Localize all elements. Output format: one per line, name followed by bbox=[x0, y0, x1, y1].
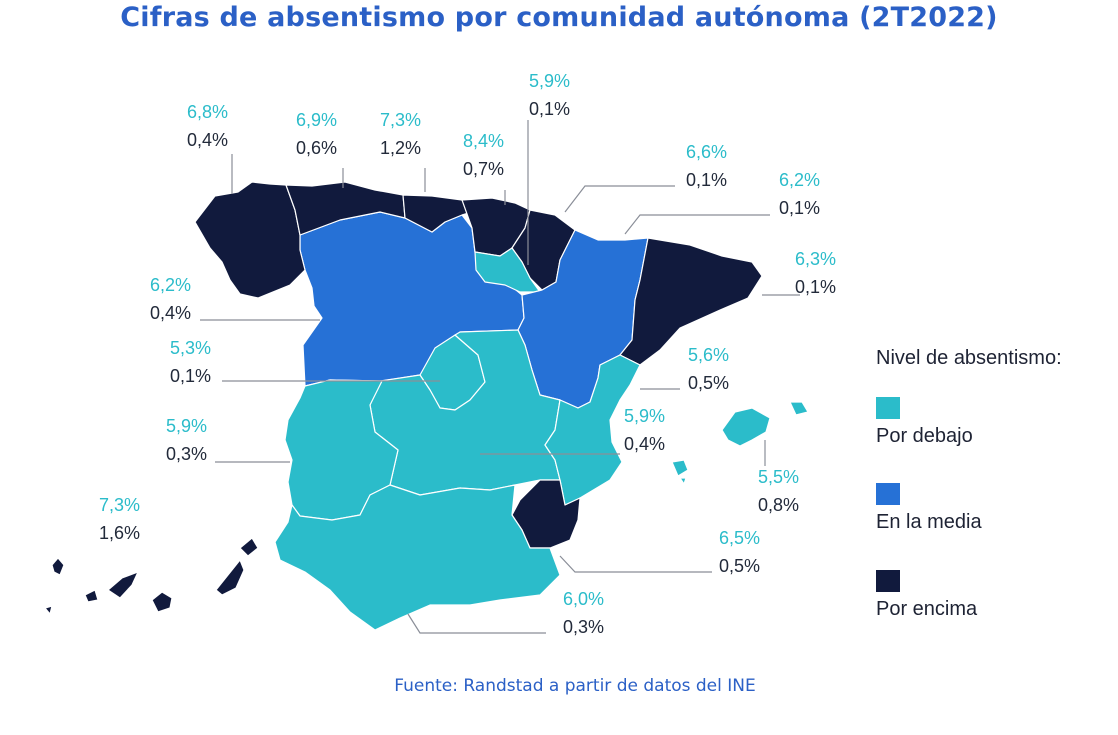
legend-label-below: Por debajo bbox=[876, 425, 973, 447]
label-cantabria: 7,3% 1,2% bbox=[380, 110, 422, 158]
label-madrid: 5,3% 0,1% bbox=[170, 338, 212, 386]
legend-item-average: En la media bbox=[876, 483, 982, 534]
legend-swatch-below bbox=[876, 397, 900, 419]
legend-swatch-above bbox=[876, 570, 900, 592]
label-galicia: 6,8% 0,4% bbox=[187, 102, 229, 150]
legend-item-above: Por encima bbox=[876, 570, 977, 621]
label-asturias: 6,9% 0,6% bbox=[296, 110, 338, 158]
label-canarias: 7,3% 1,6% bbox=[99, 495, 141, 543]
legend-label-above: Por encima bbox=[876, 598, 978, 620]
leader-andalucia bbox=[407, 613, 546, 634]
label-aragon: 6,2% 0,1% bbox=[779, 170, 821, 218]
region-andalucia[interactable] bbox=[274, 484, 561, 631]
region-galicia[interactable] bbox=[194, 181, 306, 299]
map-title: Cifras de absentismo por comunidad autón… bbox=[120, 2, 998, 33]
legend-item-below: Por debajo bbox=[876, 397, 973, 448]
region-murcia[interactable] bbox=[511, 479, 581, 549]
leader-murcia bbox=[559, 555, 712, 573]
label-pais-vasco: 8,4% 0,7% bbox=[463, 131, 505, 179]
label-castilla-leon: 6,2% 0,4% bbox=[150, 275, 192, 323]
leader-aragon bbox=[624, 214, 770, 235]
label-baleares: 5,5% 0,8% bbox=[758, 467, 800, 515]
region-cataluna[interactable] bbox=[619, 237, 763, 366]
label-la-rioja: 5,9% 0,1% bbox=[529, 71, 571, 119]
leader-navarra bbox=[564, 185, 675, 213]
label-comunidad-valenciana: 5,6% 0,5% bbox=[688, 345, 730, 393]
region-canarias[interactable] bbox=[44, 537, 259, 615]
region-baleares[interactable] bbox=[671, 401, 809, 485]
legend: Nivel de absentismo: Por debajo En la me… bbox=[876, 347, 1062, 620]
label-cataluna: 6,3% 0,1% bbox=[795, 249, 837, 297]
source-note: Fuente: Randstad a partir de datos del I… bbox=[394, 676, 756, 696]
region-cantabria[interactable] bbox=[402, 194, 473, 233]
label-extremadura: 5,9% 0,3% bbox=[166, 416, 208, 464]
label-navarra: 6,6% 0,1% bbox=[686, 142, 728, 190]
label-andalucia: 6,0% 0,3% bbox=[563, 589, 605, 637]
label-castilla-la-mancha: 5,9% 0,4% bbox=[624, 406, 666, 454]
legend-label-average: En la media bbox=[876, 511, 982, 533]
legend-title: Nivel de absentismo: bbox=[876, 347, 1062, 369]
legend-swatch-average bbox=[876, 483, 900, 505]
label-murcia: 6,5% 0,5% bbox=[719, 528, 761, 576]
